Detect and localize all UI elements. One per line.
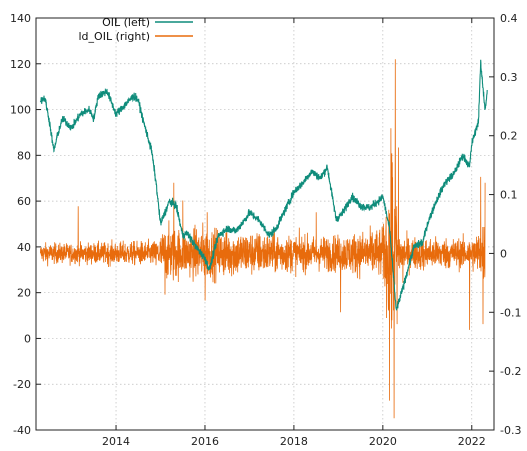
- tick-label-left-1: -20: [13, 378, 31, 391]
- tick-label-left-5: 60: [17, 195, 31, 208]
- tick-label-left-9: 140: [10, 12, 31, 25]
- tick-label-right-6: 0.3: [500, 71, 518, 84]
- tick-label-left-3: 20: [17, 287, 31, 300]
- tick-label-left-2: 0: [24, 332, 31, 345]
- tick-label-x-4: 2022: [458, 435, 486, 448]
- tick-label-left-7: 100: [10, 104, 31, 117]
- tick-label-right-2: -0.1: [500, 306, 521, 319]
- tick-label-right-7: 0.4: [500, 12, 518, 25]
- tick-label-x-3: 2020: [369, 435, 397, 448]
- tick-label-x-2: 2018: [280, 435, 308, 448]
- series-layer: [39, 59, 488, 419]
- tick-label-right-3: 0: [500, 247, 507, 260]
- tick-label-right-4: 0.1: [500, 189, 518, 202]
- legend: OIL (left) ld_OIL (right): [79, 16, 193, 43]
- tick-label-right-0: -0.3: [500, 424, 521, 437]
- tick-label-left-6: 80: [17, 149, 31, 162]
- legend-label-oil: OIL (left): [102, 16, 150, 29]
- plot-frame: [35, 17, 495, 431]
- tick-label-right-5: 0.2: [500, 130, 518, 143]
- tick-label-x-1: 2016: [191, 435, 219, 448]
- axis-ticks: -40 -20 0 20 40 60 80 100 120 140 -0.3 -0.2 -0.1 0 0.1…: [10, 12, 521, 448]
- tick-label-left-0: -40: [13, 424, 31, 437]
- grid: [36, 17, 494, 431]
- tick-label-left-8: 120: [10, 58, 31, 71]
- tick-label-x-0: 2014: [102, 435, 130, 448]
- legend-label-ld-oil: ld_OIL (right): [79, 30, 151, 43]
- tick-label-right-1: -0.2: [500, 365, 521, 378]
- series-line-oil: [39, 59, 488, 311]
- series-line-ld-oil: [40, 59, 486, 419]
- tick-label-left-4: 40: [17, 241, 31, 254]
